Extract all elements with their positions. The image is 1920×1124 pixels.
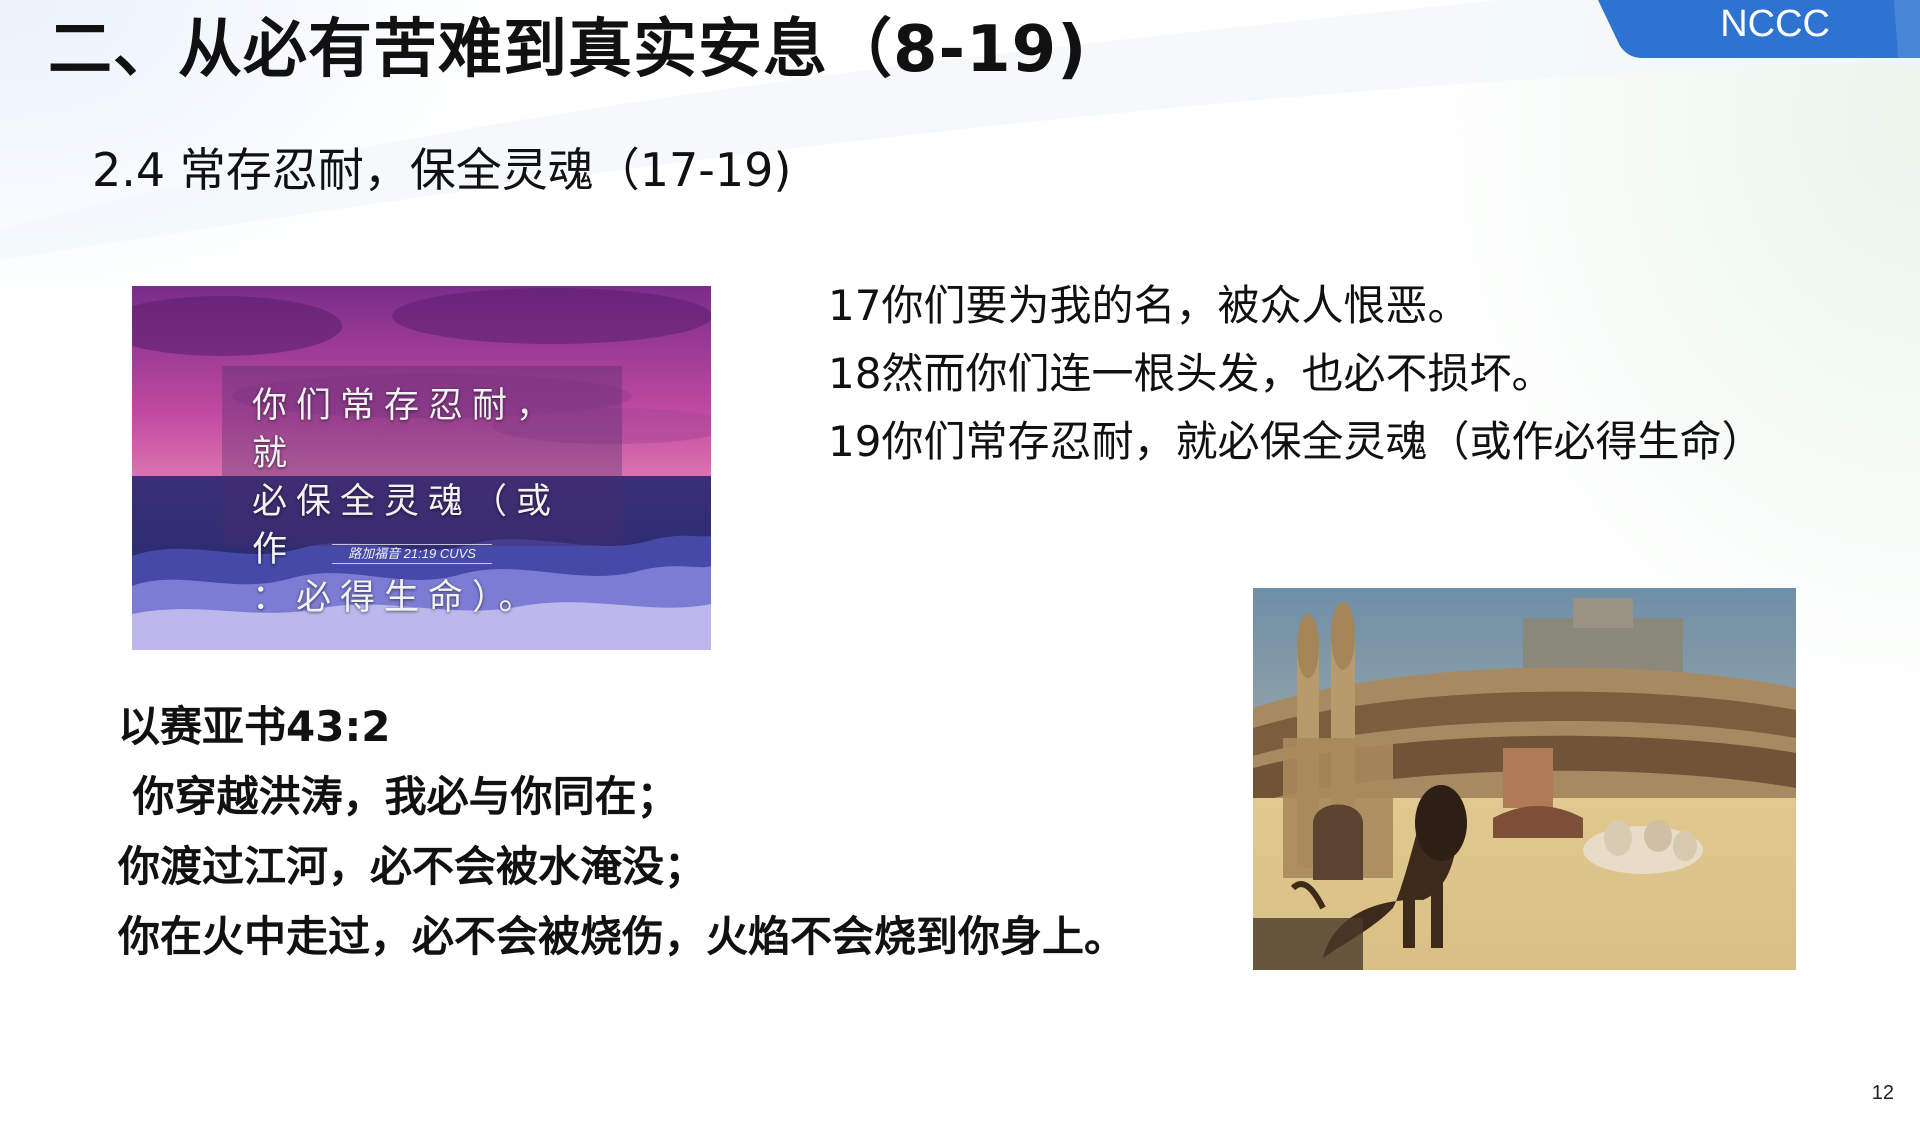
nccc-badge: NCCC bbox=[1598, 0, 1920, 58]
verse-line: 17你们要为我的名，被众人恨恶。 bbox=[828, 281, 1470, 330]
quote-line: 你们常存忍耐，就 bbox=[252, 386, 561, 474]
isaiah-line: 你在火中走过，必不会被烧伤，火焰不会烧到你身上。 bbox=[118, 912, 1127, 961]
slide-title: 二、从必有苦难到真实安息（8-19) bbox=[48, 13, 1088, 87]
badge-shape bbox=[1598, 0, 1920, 58]
section-subtitle: 2.4 常存忍耐，保全灵魂（17-19) bbox=[92, 143, 792, 197]
luke-verses: 17你们要为我的名，被众人恨恶。 18然而你们连一根头发，也必不损坏。 19你们… bbox=[828, 272, 1763, 476]
badge-label: NCCC bbox=[1720, 3, 1830, 45]
verse-line: 19你们常存忍耐，就必保全灵魂（或作必得生命） bbox=[828, 417, 1764, 466]
colosseum-painting bbox=[1253, 588, 1796, 970]
quote-line: 必保全灵魂（或作 bbox=[252, 482, 561, 570]
quote-line: ：必得生命）。 bbox=[252, 578, 543, 618]
verse-line: 18然而你们连一根头发，也必不损坏。 bbox=[828, 349, 1554, 398]
page-number: 12 bbox=[1871, 1082, 1894, 1104]
isaiah-line: 你渡过江河，必不会被水淹没； bbox=[118, 842, 707, 891]
isaiah-heading: 以赛亚书43:2 bbox=[118, 702, 391, 751]
isaiah-passage: 以赛亚书43:2 你穿越洪涛，我必与你同在； 你渡过江河，必不会被水淹没； 你在… bbox=[118, 692, 1126, 972]
ocean-sunset-illustration bbox=[132, 286, 711, 650]
colosseum-lion-illustration bbox=[1253, 588, 1796, 970]
verse-image-quote: 你们常存忍耐，就 必保全灵魂（或作 ：必得生命）。 bbox=[252, 382, 592, 622]
isaiah-line: 你穿越洪涛，我必与你同在； bbox=[118, 772, 679, 821]
background-wave bbox=[0, 0, 1920, 260]
verse-image-reference: 路加福音 21:19 CUVS bbox=[332, 544, 492, 564]
verse-image: 你们常存忍耐，就 必保全灵魂（或作 ：必得生命）。 路加福音 21:19 CUV… bbox=[132, 286, 711, 650]
